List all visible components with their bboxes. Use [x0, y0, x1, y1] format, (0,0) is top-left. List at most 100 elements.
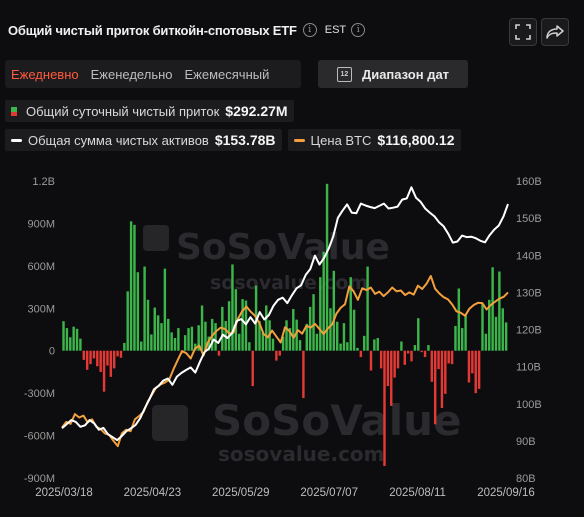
- legend-btc[interactable]: Цена BTC $116,800.12: [287, 129, 461, 151]
- flow-bar: [501, 308, 504, 351]
- right-axis-tick: 90B: [516, 436, 536, 448]
- flow-bar: [163, 268, 167, 351]
- btc-swatch-icon: [293, 138, 305, 142]
- flow-bar: [234, 289, 238, 351]
- flow-bar: [109, 350, 113, 377]
- flow-bar: [156, 315, 160, 351]
- x-axis-tick: 2025/09/16: [477, 487, 535, 499]
- flow-bar: [315, 333, 319, 351]
- tab-weekly[interactable]: Еженедельно: [90, 66, 173, 82]
- info-icon[interactable]: i: [302, 23, 317, 37]
- period-selector: Ежедневно Еженедельно Ежемесячный: [5, 60, 301, 88]
- legend-assets-value: $153.78B: [214, 132, 276, 148]
- flow-bar: [278, 350, 281, 356]
- flow-bar: [390, 350, 393, 406]
- toolbar: Ежедневно Еженедельно Ежемесячный 12 Диа…: [5, 60, 580, 88]
- legend-flow[interactable]: Общий суточный чистый приток $292.27M: [5, 100, 294, 122]
- flow-bar: [92, 350, 96, 359]
- flow-bar: [160, 323, 163, 351]
- flow-bar: [349, 277, 352, 351]
- flow-bar: [129, 221, 133, 351]
- flow-bar: [75, 328, 79, 351]
- flow-bar: [119, 350, 123, 358]
- flow-bar: [474, 350, 477, 394]
- share-button[interactable]: [541, 18, 569, 46]
- tab-monthly[interactable]: Ежемесячный: [184, 66, 270, 82]
- flow-bar: [248, 342, 251, 351]
- legend-assets[interactable]: Общая сумма чистых активов $153.78B: [5, 129, 282, 151]
- flow-bar: [79, 338, 82, 351]
- flow-bar: [305, 323, 308, 351]
- flow-bar: [275, 350, 278, 361]
- flow-bar: [433, 350, 437, 425]
- flow-bar: [173, 337, 177, 351]
- flow-bar: [197, 325, 200, 351]
- flow-bar: [102, 350, 106, 392]
- flow-bar: [430, 350, 434, 382]
- flow-bar: [400, 341, 403, 351]
- timezone-info-icon[interactable]: i: [351, 23, 366, 37]
- flow-bar: [214, 323, 217, 351]
- flow-bar: [150, 334, 153, 351]
- flow-bar: [285, 320, 288, 351]
- flow-bar: [494, 316, 498, 351]
- watermark-logo-icon: [143, 225, 169, 251]
- flow-bar: [504, 322, 508, 351]
- flow-bar: [383, 350, 386, 466]
- flow-bar: [194, 343, 197, 351]
- flow-bar: [85, 350, 89, 370]
- flow-bar: [346, 342, 349, 351]
- flow-bar: [146, 299, 150, 351]
- watermark-site: sosovalue.com: [218, 442, 385, 466]
- left-axis-tick: -900M: [24, 473, 55, 485]
- flow-bar: [484, 333, 488, 351]
- flow-bar: [403, 350, 406, 365]
- flow-bar: [447, 350, 450, 364]
- flow-bar: [126, 291, 129, 351]
- flow-bar: [477, 350, 481, 389]
- flow-bar: [356, 347, 359, 351]
- right-axis-tick: 110B: [516, 362, 541, 374]
- fullscreen-button[interactable]: [509, 18, 537, 46]
- net-assets-line: [61, 186, 509, 442]
- flow-bar: [308, 306, 312, 351]
- flow-bar: [481, 304, 484, 351]
- right-axis-tick: 160B: [516, 176, 542, 188]
- flow-bar: [133, 224, 136, 351]
- tab-daily[interactable]: Ежедневно: [11, 66, 79, 82]
- flow-bar: [207, 336, 211, 351]
- flow-bar: [413, 345, 417, 351]
- flow-bar: [396, 350, 400, 369]
- flow-bar: [373, 339, 376, 351]
- chart-area: SoSoValue sosovalue.com SoSoValue sosova…: [24, 176, 542, 499]
- flow-bar: [200, 305, 204, 351]
- left-axis-tick: 1.2B: [32, 176, 55, 188]
- legend-flow-value: $292.27M: [225, 103, 288, 119]
- flow-bar: [471, 350, 474, 374]
- flow-bar: [444, 350, 447, 394]
- left-axis-tick: 300M: [27, 303, 55, 315]
- flow-bar: [140, 341, 143, 351]
- calendar-icon: 12: [336, 66, 352, 82]
- flow-bar: [322, 251, 325, 351]
- flow-bar: [167, 318, 170, 351]
- flow-bar: [454, 325, 457, 351]
- flow-bar: [427, 345, 430, 351]
- date-range-label: Диапазон дат: [361, 66, 450, 82]
- flow-bar: [410, 350, 413, 362]
- flow-bar: [204, 321, 207, 351]
- flow-bar: [467, 350, 471, 383]
- flow-bar: [498, 271, 501, 351]
- flow-bar: [386, 350, 390, 387]
- flow-bar: [65, 328, 69, 351]
- flow-bar: [62, 321, 65, 351]
- left-axis-tick: 0: [49, 346, 55, 358]
- date-range-button[interactable]: 12 Диапазон дат: [318, 60, 468, 88]
- flow-bar: [359, 350, 363, 358]
- flow-bar: [106, 350, 109, 366]
- flow-bar: [335, 321, 339, 351]
- right-axis-tick: 130B: [516, 287, 542, 299]
- flow-bar: [417, 318, 420, 351]
- flow-swatch-icon: [11, 106, 17, 116]
- flow-bar: [251, 350, 254, 387]
